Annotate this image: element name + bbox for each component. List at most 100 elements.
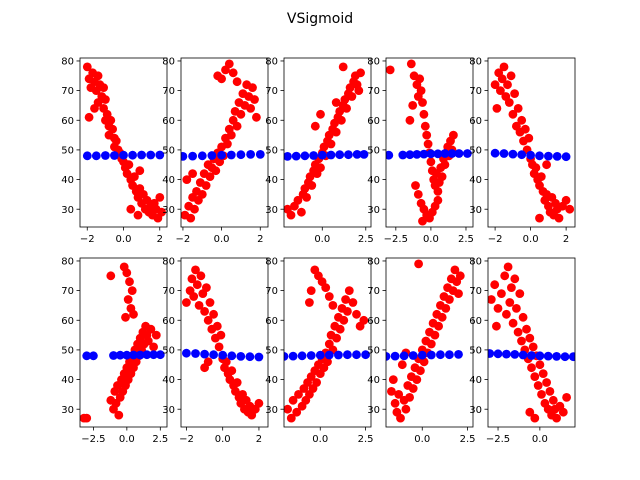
red-point <box>505 298 515 307</box>
red-point <box>397 360 407 370</box>
x-tick-label: 0.0 <box>414 434 430 445</box>
red-point <box>430 330 440 340</box>
red-point <box>415 74 425 84</box>
x-tick-label: 2.5 <box>358 234 374 245</box>
y-tick-label: 70 <box>61 286 74 297</box>
red-point <box>496 86 505 95</box>
blue-point <box>445 350 454 360</box>
subplot-points <box>284 265 370 423</box>
y-tick-label: 30 <box>265 405 278 416</box>
red-point <box>502 309 511 319</box>
red-point <box>203 357 213 367</box>
blue-point <box>326 150 336 160</box>
subplot-points <box>182 265 264 420</box>
y-tick-label: 50 <box>469 346 482 357</box>
y-tick-label: 60 <box>469 116 482 127</box>
red-point <box>455 271 465 281</box>
blue-point <box>288 351 298 361</box>
y-tick-label: 40 <box>367 175 380 186</box>
red-point <box>537 390 546 399</box>
y-tick-label: 30 <box>162 205 175 216</box>
x-tick-label: 2.5 <box>152 434 168 445</box>
y-tick-label: 40 <box>469 375 482 386</box>
red-point <box>490 280 500 290</box>
red-point <box>326 139 336 149</box>
red-point <box>246 104 256 113</box>
red-point <box>412 375 422 384</box>
red-point <box>93 71 103 81</box>
red-point <box>202 283 211 292</box>
red-point <box>535 360 545 370</box>
blue-point <box>82 151 92 161</box>
blue-point <box>109 351 118 360</box>
x-tick-label: 2.5 <box>460 434 476 445</box>
x-tick-label: −2 <box>80 234 95 245</box>
axes-frame <box>180 57 269 228</box>
red-point <box>401 404 411 414</box>
red-point <box>123 295 133 304</box>
red-point <box>337 115 346 125</box>
axes-frame <box>283 57 372 228</box>
blue-point <box>188 151 198 161</box>
blue-point <box>552 352 561 361</box>
red-point <box>205 172 215 182</box>
red-point <box>114 410 124 420</box>
red-point <box>292 407 302 417</box>
blue-point <box>552 152 562 161</box>
blue-point <box>490 148 500 158</box>
red-point <box>209 309 219 319</box>
y-tick-label: 60 <box>162 116 175 127</box>
axes-frame <box>487 57 576 228</box>
red-point <box>423 139 433 149</box>
red-point <box>232 121 242 131</box>
y-tick-label: 70 <box>162 86 175 97</box>
y-tick-label: 40 <box>162 375 175 386</box>
y-tick-label: 60 <box>367 116 380 127</box>
red-point <box>499 62 509 72</box>
y-tick-label: 30 <box>61 405 74 416</box>
blue-point <box>405 150 415 160</box>
red-point <box>155 193 165 202</box>
red-point <box>216 330 226 340</box>
y-tick-label: 70 <box>265 86 278 97</box>
red-point <box>561 195 571 205</box>
blue-point <box>101 151 110 160</box>
red-point <box>454 289 463 298</box>
blue-point <box>142 350 152 360</box>
red-point <box>390 398 400 408</box>
red-point <box>354 86 364 95</box>
x-tick-label: −2 <box>176 234 191 245</box>
red-point <box>106 271 116 281</box>
blue-point <box>544 151 553 161</box>
red-point <box>503 80 512 90</box>
red-point <box>347 92 357 101</box>
red-point <box>254 398 264 408</box>
blue-point <box>146 150 156 160</box>
red-point <box>420 121 430 131</box>
blue-point <box>182 348 191 358</box>
blue-point <box>82 351 92 361</box>
blue-point <box>284 352 289 361</box>
red-point <box>221 357 231 367</box>
y-tick-label: 40 <box>61 375 74 386</box>
blue-point <box>291 151 301 161</box>
red-point <box>507 283 516 292</box>
red-point <box>488 295 496 304</box>
blue-point <box>149 350 159 360</box>
blue-point <box>197 151 207 161</box>
blue-point <box>447 149 457 158</box>
y-tick-label: 50 <box>367 346 380 357</box>
red-point <box>331 127 341 137</box>
blue-point <box>386 352 391 361</box>
x-tick-label: 2 <box>157 234 163 245</box>
red-point <box>437 312 447 322</box>
blue-point <box>155 350 165 360</box>
red-point <box>396 413 405 423</box>
blue-point <box>488 349 495 358</box>
red-point <box>186 213 196 223</box>
red-point <box>306 286 316 295</box>
red-point <box>558 407 568 417</box>
red-point <box>418 98 427 107</box>
axes-frame <box>385 57 474 228</box>
